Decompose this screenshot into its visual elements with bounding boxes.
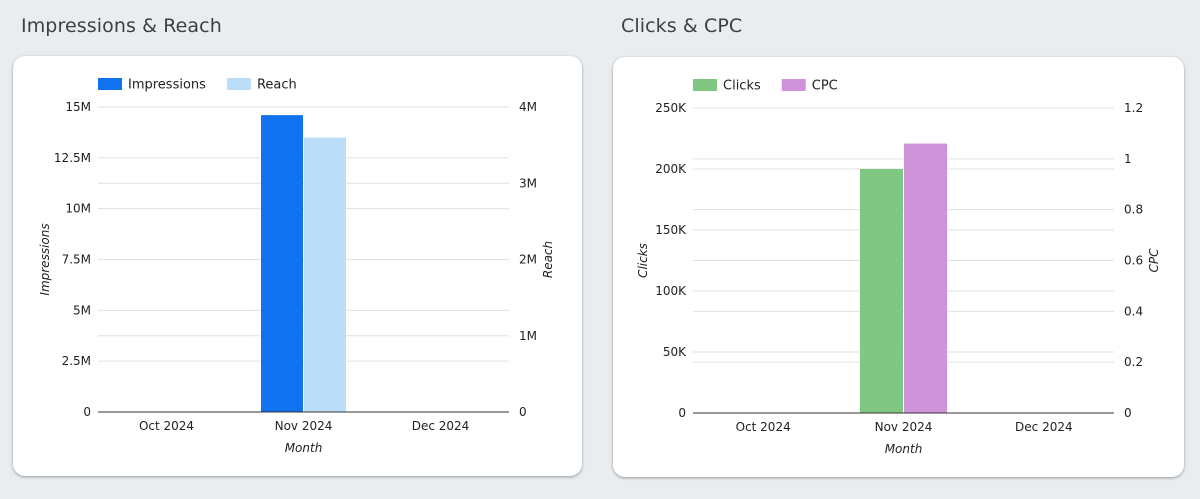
x-axis-label: Month (885, 442, 923, 456)
legend-item-impressions[interactable]: Impressions (98, 78, 206, 93)
y-left-axis-label: Impressions (38, 223, 52, 295)
x-tick-label-oct-2024: Oct 2024 (139, 419, 194, 433)
legend-label-cpc: CPC (812, 79, 838, 94)
y-right-tick-label: 1 (1124, 152, 1132, 166)
clicks-cpc-card: 0 50K 100K 150K 200K 250K 0 0.2 0.4 0.6 0.8 1 1.2 Oct… (613, 57, 1184, 477)
x-tick-label-oct-2024: Oct 2024 (736, 420, 791, 434)
y-right-tick-label: 2M (519, 253, 537, 267)
y-left-tick-label: 150K (655, 223, 687, 237)
y-right-axis-label: Reach (541, 241, 555, 278)
y-right-tick-label: 0 (519, 405, 527, 419)
legend-swatch-impressions (98, 78, 122, 90)
y-right-tick-label: 1.2 (1124, 101, 1143, 115)
legend-item-clicks[interactable]: Clicks (693, 79, 761, 94)
bar-impressions-nov-2024[interactable] (261, 115, 303, 412)
x-axis-label: Month (285, 441, 323, 455)
impressions-reach-title: Impressions & Reach (21, 15, 222, 37)
legend-swatch-reach (226, 78, 251, 90)
legend-item-reach[interactable]: Reach (226, 78, 297, 93)
legend-item-cpc[interactable]: CPC (781, 79, 838, 94)
y-right-tick-label: 0 (1124, 406, 1132, 420)
bar-cpc-nov-2024[interactable] (904, 143, 947, 413)
x-tick-label-nov-2024: Nov 2024 (275, 419, 333, 433)
bar-reach-nov-2024[interactable] (304, 137, 346, 413)
y-right-tick-label: 3M (519, 176, 537, 190)
y-right-tick-label: 1M (519, 329, 537, 343)
y-left-tick-label: 0 (678, 406, 686, 420)
y-left-tick-label: 15M (65, 100, 91, 114)
impressions-reach-chart: 0 2.5M 5M 7.5M 10M 12.5M 15M 0 1M 2M 3M 4M Oct 2024 N… (38, 78, 555, 456)
y-left-tick-label: 200K (655, 162, 687, 176)
y-right-tick-label: 0.8 (1124, 203, 1143, 217)
legend-label-clicks: Clicks (723, 79, 761, 94)
legend-swatch-clicks (693, 79, 717, 91)
y-left-tick-label: 12.5M (54, 151, 91, 165)
y-left-tick-label: 250K (655, 101, 687, 115)
clicks-cpc-title: Clicks & CPC (621, 15, 743, 37)
clicks-cpc-chart: 0 50K 100K 150K 200K 250K 0 0.2 0.4 0.6 0.8 1 1.2 Oct… (636, 79, 1161, 457)
bar-clicks-nov-2024[interactable] (860, 169, 903, 413)
y-left-tick-label: 100K (655, 284, 687, 298)
legend-label-reach: Reach (257, 78, 297, 93)
legend-swatch-cpc (781, 79, 806, 91)
y-left-tick-label: 0 (83, 405, 91, 419)
y-left-tick-label: 50K (663, 345, 687, 359)
y-left-tick-label: 10M (65, 202, 91, 216)
y-left-tick-label: 7.5M (62, 253, 91, 267)
x-tick-label-nov-2024: Nov 2024 (875, 420, 933, 434)
legend-label-impressions: Impressions (128, 78, 206, 93)
y-right-tick-label: 4M (519, 100, 537, 114)
x-tick-label-dec-2024: Dec 2024 (1015, 420, 1073, 434)
x-tick-label-dec-2024: Dec 2024 (412, 419, 470, 433)
impressions-reach-card: 0 2.5M 5M 7.5M 10M 12.5M 15M 0 1M 2M 3M 4M Oct 2024 N… (13, 56, 582, 476)
y-right-axis-label: CPC (1147, 248, 1161, 273)
y-left-tick-label: 5M (73, 303, 91, 317)
y-right-tick-label: 0.6 (1124, 254, 1143, 268)
y-left-axis-label: Clicks (636, 243, 650, 278)
y-right-tick-label: 0.4 (1124, 304, 1143, 318)
y-left-tick-label: 2.5M (62, 354, 91, 368)
y-right-tick-label: 0.2 (1124, 355, 1143, 369)
